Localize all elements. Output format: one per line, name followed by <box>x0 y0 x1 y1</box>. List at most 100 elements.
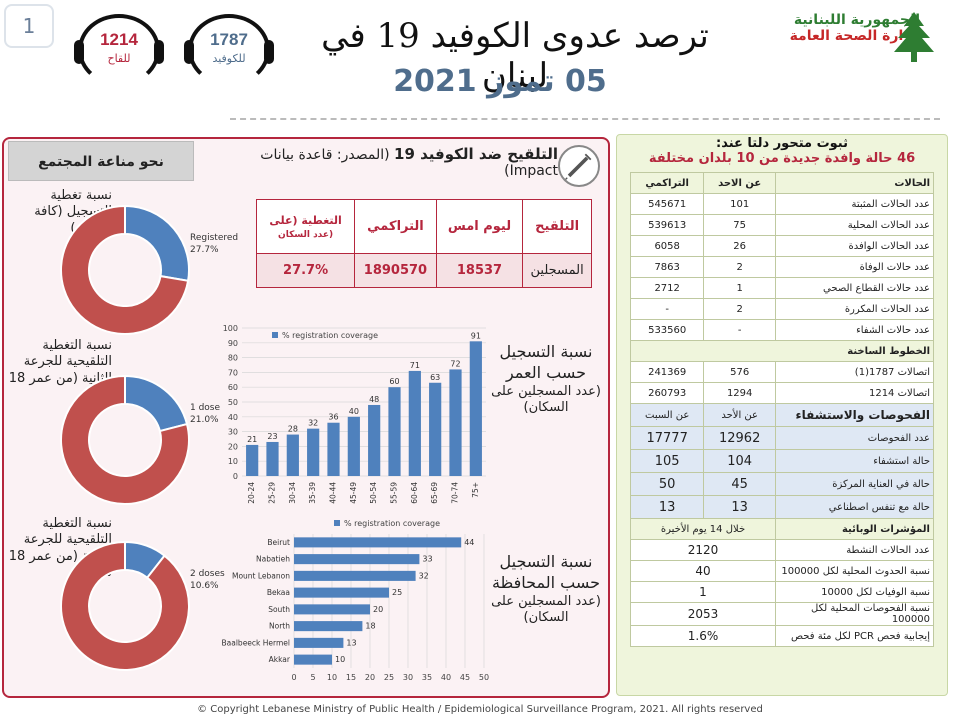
indicator-value: 1 <box>630 581 776 603</box>
bar-value-label: 23 <box>267 432 277 441</box>
case-today: - <box>703 319 776 341</box>
legend-label: % registration coverage <box>282 331 378 340</box>
hotline-cumulative: 260793 <box>629 382 705 404</box>
bar <box>449 369 462 476</box>
table-row: عدد حالات الشفاء -533560 <box>629 319 934 341</box>
bar-value-label: 21 <box>247 435 257 444</box>
indicator-name: نسبة الحدوث المحلية لكل 100000 <box>775 560 934 582</box>
y-tick-label: Akkar <box>269 655 291 664</box>
bar-value-label: 63 <box>430 373 440 382</box>
bar-value-label: 28 <box>288 425 298 434</box>
test-name: حالة مع تنفس اصطناعي <box>775 495 934 519</box>
ring-chart-registered: Registered 27.7% <box>60 204 238 335</box>
legend-label: % registration coverage <box>344 519 440 528</box>
table-row: حالة مع تنفس اصطناعي 13 13 <box>629 495 934 519</box>
case-today: 2 <box>703 298 776 320</box>
ring-value: 10.6% <box>190 581 219 591</box>
case-name: عدد الحالات المكررة <box>775 298 934 320</box>
x-tick-label: 20 <box>365 673 375 682</box>
case-today: 26 <box>703 235 776 257</box>
vaccination-source: (المصدر: قاعدة بيانات Impact) <box>260 147 558 179</box>
header-divider <box>230 118 940 120</box>
ring-caption: 2 doses <box>190 569 225 579</box>
x-tick-label: 50 <box>479 673 489 682</box>
table-row: عدد الحالات المحلية 75 539613 <box>629 214 934 236</box>
indicators-period: خلال 14 يوم الأخيرة <box>630 518 776 540</box>
cases-cumulative-header: التراكمي <box>629 172 705 194</box>
bar <box>327 422 340 476</box>
alert-line-1: ثبوت متحور دلتا عند: <box>716 136 848 151</box>
bar <box>408 370 421 476</box>
table-row: عدد حالات القطاع الصحي 1 2712 <box>629 277 934 299</box>
table-row: نسبة الوفيات لكل 10000 1 <box>630 581 934 603</box>
indicator-value: 1.6% <box>630 625 776 647</box>
x-tick-label: 40-44 <box>329 482 338 504</box>
test-today: 13 <box>703 495 776 519</box>
indicator-value: 40 <box>630 560 776 582</box>
bar <box>294 654 332 665</box>
y-tick-label: Beirut <box>267 538 290 547</box>
page-number: 1 <box>4 4 54 48</box>
x-tick-label: 10 <box>327 673 337 682</box>
headset-icon <box>188 14 270 86</box>
cedar-logo-icon <box>894 12 934 62</box>
bar-value-label: 13 <box>346 638 356 647</box>
ministry-line-1: الجمهورية اللبنانية <box>793 12 920 28</box>
x-tick-label: 35 <box>422 673 432 682</box>
test-saturday: 50 <box>629 472 705 496</box>
community-heading: نحو مناعة المجتمع <box>8 141 194 181</box>
case-cumulative: 2712 <box>629 277 705 299</box>
test-name: عدد الفحوصات <box>775 426 934 450</box>
y-tick-label: 60 <box>228 383 238 392</box>
y-tick-label: 90 <box>228 339 238 348</box>
x-tick-label: 60-64 <box>410 482 419 504</box>
bar-value-label: 32 <box>419 571 429 580</box>
test-saturday: 17777 <box>629 426 705 450</box>
bar-value-label: 40 <box>349 407 359 416</box>
cumulative-value: 1890570 <box>354 253 437 288</box>
bar <box>294 621 363 632</box>
hotline-today: 576 <box>703 361 776 383</box>
ministry-line-2: وزارة الصحة العامة <box>789 28 920 44</box>
col-coverage: التغطية (على عدد السكان) <box>255 199 356 254</box>
test-saturday: 105 <box>629 449 705 473</box>
y-tick-label: 30 <box>228 428 238 437</box>
hotline-number: 1214 <box>100 30 138 49</box>
bar <box>429 382 442 476</box>
hotline-number: 1787 <box>210 30 248 49</box>
bar-value-label: 91 <box>471 331 481 340</box>
col-vaccination: التلقيح <box>522 199 592 254</box>
case-name: عدد حالات الشفاء <box>775 319 934 341</box>
gov-chart-subtitle: (عدد المسجلين على السكان) <box>491 593 601 626</box>
case-today: 75 <box>703 214 776 236</box>
case-today: 2 <box>703 256 776 278</box>
col-cumulative: التراكمي <box>354 199 437 254</box>
headset-icon <box>78 14 160 86</box>
table-row: عدد حالات الوفاة 2 7863 <box>629 256 934 278</box>
tests-header: الفحوصات والاستشفاء <box>775 403 934 427</box>
x-tick-label: 25 <box>384 673 394 682</box>
hotline-today: 1294 <box>703 382 776 404</box>
ring-filled-segment <box>124 374 189 433</box>
bar-value-label: 20 <box>373 605 383 614</box>
bar <box>347 416 360 476</box>
gov-chart-title: نسبة التسجيل حسب المحافظة <box>491 552 601 592</box>
ring-remaining-segment <box>60 540 190 671</box>
x-tick-label: 75+ <box>471 482 480 498</box>
report-date: 05 تموز 2021 <box>393 64 607 99</box>
y-tick-label: Mount Lebanon <box>232 571 290 580</box>
test-name: حالة في العناية المركزة <box>775 472 934 496</box>
bar <box>388 387 401 476</box>
tests-saturday-header: عن السبت <box>629 403 705 427</box>
ring-remaining-segment <box>60 204 190 335</box>
test-today: 104 <box>703 449 776 473</box>
bar <box>286 434 299 476</box>
ministry-name: الجمهورية اللبنانية وزارة الصحة العامة <box>760 12 920 44</box>
y-tick-label: South <box>268 605 290 614</box>
x-tick-label: 0 <box>291 673 296 682</box>
bar-value-label: 25 <box>392 588 402 597</box>
case-cumulative: 533560 <box>629 319 705 341</box>
indicator-value: 2120 <box>630 539 776 561</box>
bar <box>246 444 259 476</box>
bar <box>307 428 320 476</box>
